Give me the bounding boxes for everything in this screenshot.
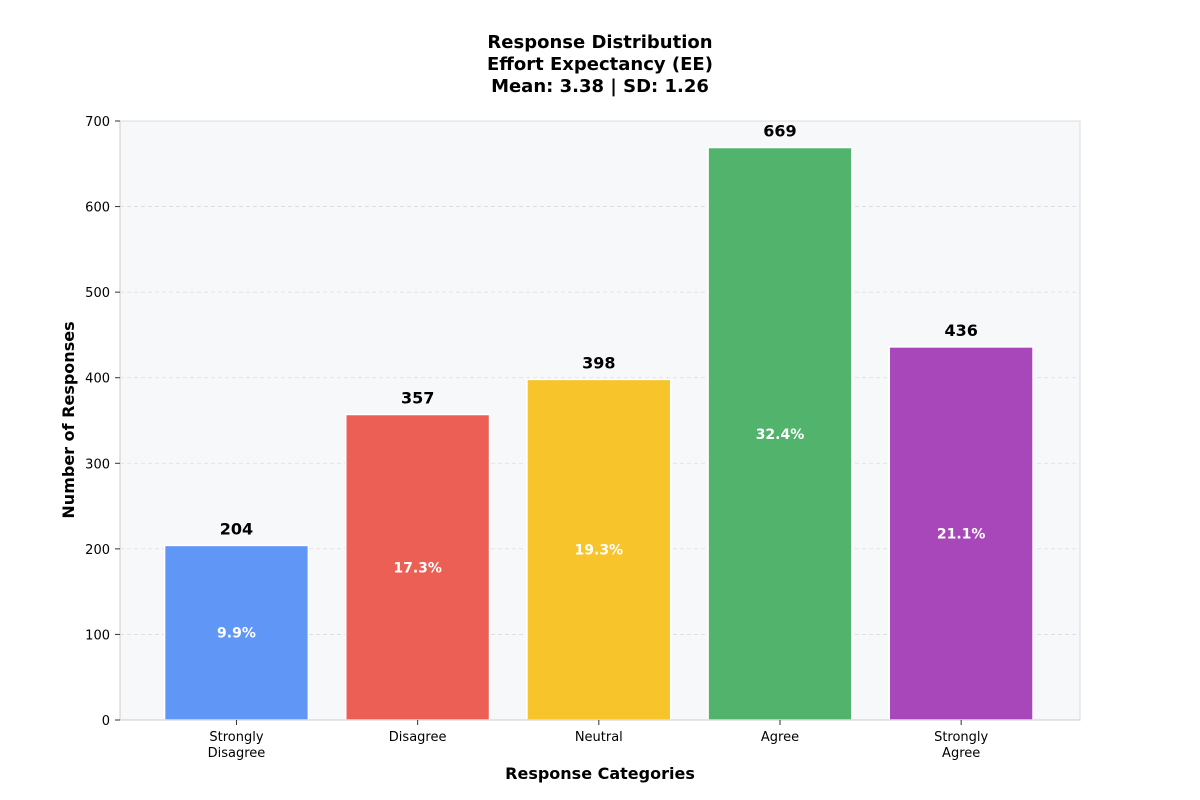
bars: 204 9.9% 357 17.3% 398 19.3% 669 32.4% 436 21.1% xyxy=(163,122,1034,721)
bar-value-label: 436 xyxy=(944,321,977,340)
x-tick-label: Strongly Disagree xyxy=(208,730,266,761)
bar-percent-label: 19.3% xyxy=(575,543,624,559)
chart-title-line-3: Mean: 3.38 | SD: 1.26 xyxy=(491,76,709,97)
axes xyxy=(119,121,1080,721)
x-tick-label: Disagree xyxy=(389,730,447,745)
bar-percent-label: 9.9% xyxy=(217,626,256,642)
bar-neutral xyxy=(526,378,672,721)
y-tick-label: 500 xyxy=(85,286,110,301)
y-axis-title: Number of Responses xyxy=(59,321,78,518)
x-tick-label: Neutral xyxy=(575,730,623,745)
x-tick-label: Strongly Agree xyxy=(934,730,988,761)
bar-value-label: 669 xyxy=(763,122,796,141)
y-tick-label: 300 xyxy=(85,457,110,472)
chart-title-line-2: Effort Expectancy (EE) xyxy=(487,54,713,75)
bar-strongly-agree xyxy=(888,346,1034,721)
bar-percent-label: 32.4% xyxy=(756,427,805,443)
bar-strongly-disagree xyxy=(163,544,310,721)
x-tick-label: Agree xyxy=(761,730,799,745)
y-tick-label: 700 xyxy=(85,115,110,130)
bar-percent-label: 17.3% xyxy=(393,560,442,576)
bar-disagree xyxy=(345,413,491,721)
y-tick-label: 0 xyxy=(102,714,110,729)
y-tick-label: 200 xyxy=(85,543,110,558)
bar-percent-label: 21.1% xyxy=(937,526,986,542)
chart-title: Response Distribution Effort Expectancy … xyxy=(487,32,713,97)
y-tick-label: 400 xyxy=(85,372,110,387)
bar-value-label: 398 xyxy=(582,353,615,372)
bar-value-label: 204 xyxy=(220,519,253,538)
bar-agree xyxy=(707,146,853,721)
x-axis-title: Response Categories xyxy=(505,764,695,783)
y-tick-label: 600 xyxy=(85,201,110,216)
tick-labels: 0 100 200 300 400 500 600 700 Strongly Disagree Di… xyxy=(85,115,988,761)
y-tick-label: 100 xyxy=(85,628,110,643)
bar-value-label: 357 xyxy=(401,389,434,408)
chart-title-line-1: Response Distribution xyxy=(487,32,712,53)
